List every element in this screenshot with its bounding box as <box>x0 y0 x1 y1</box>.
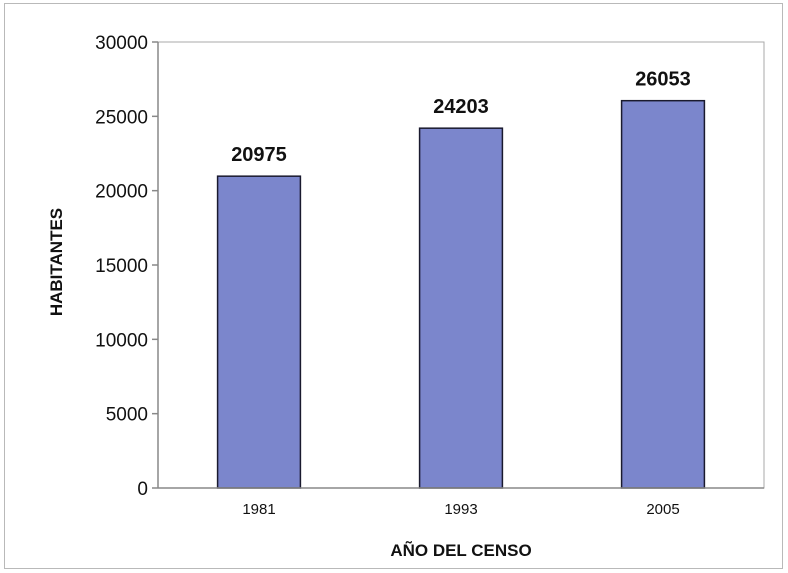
x-tick-label-2005: 2005 <box>646 501 679 518</box>
x-axis-title: AÑO DEL CENSO <box>390 540 531 560</box>
y-tick-label: 10000 <box>95 330 148 351</box>
y-tick-label: 0 <box>137 479 148 500</box>
bar-1981 <box>216 175 302 489</box>
data-label-1981: 20975 <box>231 144 287 166</box>
bar-1993 <box>418 127 504 489</box>
x-axis-labels: 1981 1993 2005 <box>242 501 679 518</box>
bars: 20975 24203 26053 <box>216 69 706 489</box>
y-tick-label: 20000 <box>95 182 148 203</box>
y-tick-label: 5000 <box>106 405 148 426</box>
y-axis-title: HABITANTES <box>47 208 66 316</box>
y-tick-label: 15000 <box>95 256 148 277</box>
y-axis-ticks: 0 5000 10000 15000 20000 25000 30000 <box>95 33 158 500</box>
bar-2005 <box>620 99 706 489</box>
x-tick-label-1993: 1993 <box>444 501 477 518</box>
x-tick-label-1981: 1981 <box>242 501 275 518</box>
y-tick-label: 25000 <box>95 107 148 128</box>
data-label-1993: 24203 <box>433 96 489 118</box>
data-label-2005: 26053 <box>635 69 691 91</box>
y-tick-label: 30000 <box>95 33 148 54</box>
